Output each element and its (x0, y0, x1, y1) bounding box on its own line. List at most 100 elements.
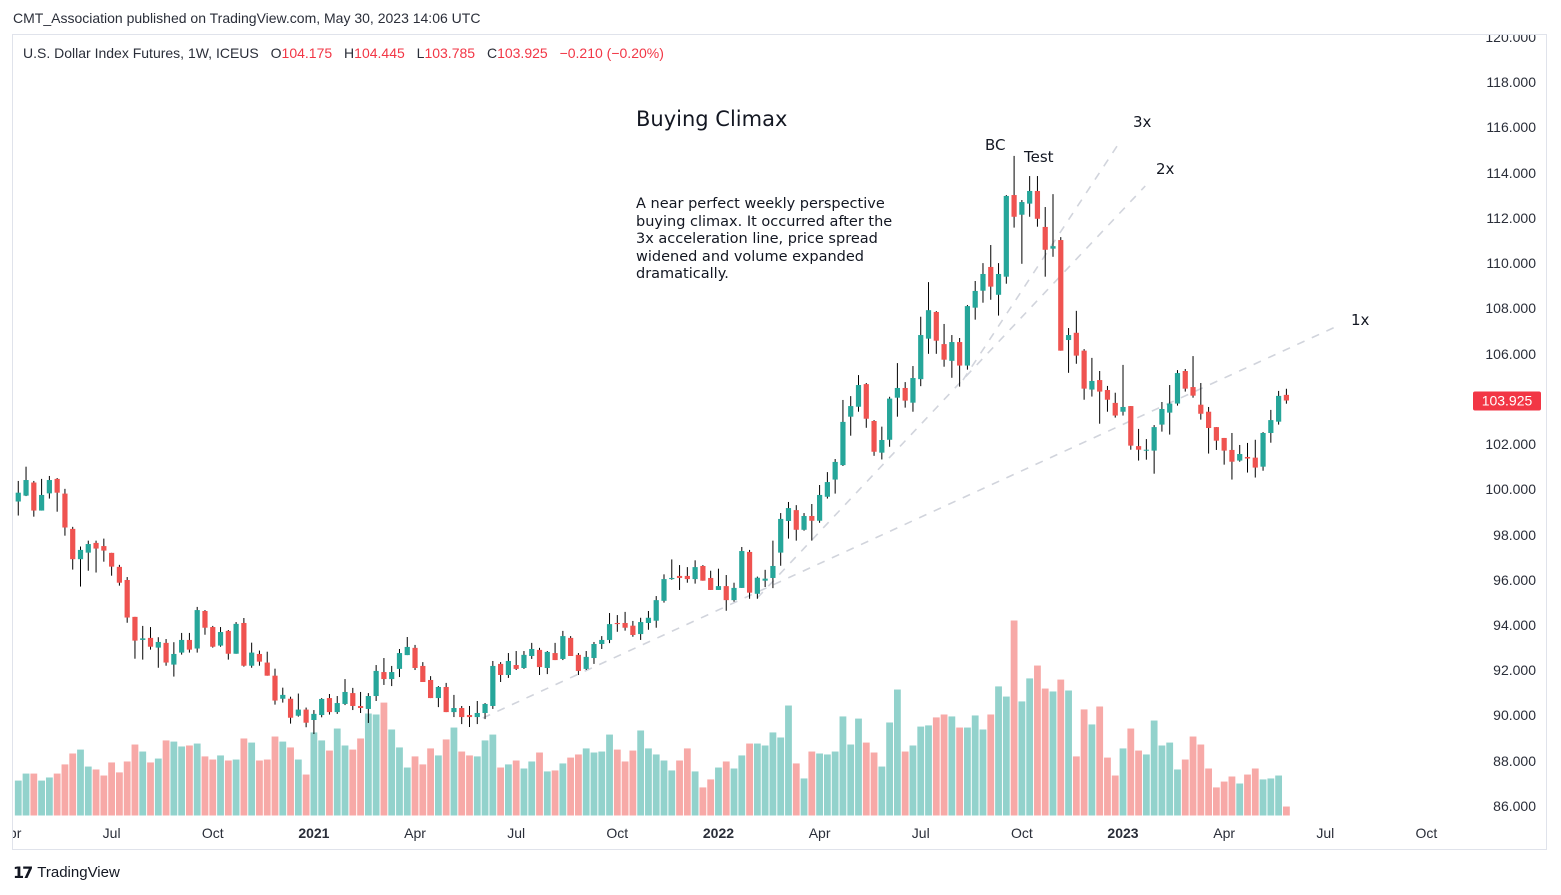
candle[interactable] (762, 569, 768, 588)
candle[interactable] (171, 642, 177, 677)
candle[interactable] (389, 665, 395, 687)
candle[interactable] (933, 311, 939, 354)
candle[interactable] (645, 610, 652, 630)
candle[interactable] (303, 707, 309, 728)
candle[interactable] (995, 263, 1002, 316)
candle[interactable] (1174, 370, 1181, 406)
candle[interactable] (754, 576, 760, 599)
candle[interactable] (54, 477, 60, 512)
candle[interactable] (816, 485, 823, 523)
candle[interactable] (311, 710, 317, 735)
candle[interactable] (1151, 425, 1157, 474)
candle[interactable] (435, 686, 441, 708)
candle[interactable] (280, 687, 286, 703)
candle[interactable] (661, 574, 667, 603)
candle[interactable] (1237, 444, 1243, 462)
candle[interactable] (272, 668, 278, 705)
candle[interactable] (1104, 385, 1111, 412)
trend-line-3x[interactable] (962, 141, 1121, 381)
candle[interactable] (770, 540, 776, 589)
candle[interactable] (46, 475, 52, 499)
candle[interactable] (840, 399, 846, 467)
candle[interactable] (264, 651, 270, 676)
label-1x[interactable]: 1x (1351, 311, 1370, 329)
price-axis[interactable]: 86.000 88.000 90.000 92.000 94.000 96.000 98.0… (1462, 35, 1547, 850)
candle[interactable] (420, 662, 426, 683)
candle[interactable] (785, 501, 792, 539)
candle[interactable] (357, 691, 364, 713)
candle[interactable] (70, 526, 76, 570)
candle[interactable] (746, 549, 753, 599)
candle[interactable] (466, 705, 473, 728)
candle[interactable] (708, 570, 714, 590)
candle[interactable] (1283, 388, 1289, 404)
candle[interactable] (1089, 357, 1095, 397)
candle[interactable] (957, 337, 963, 387)
candle[interactable] (202, 610, 208, 635)
candle[interactable] (1182, 368, 1188, 392)
candle[interactable] (739, 546, 745, 588)
candle[interactable] (342, 679, 348, 706)
candle[interactable] (147, 627, 154, 650)
candle[interactable] (1003, 195, 1009, 284)
candle[interactable] (606, 613, 613, 644)
candle[interactable] (101, 538, 107, 562)
candle[interactable] (1135, 428, 1142, 461)
candle[interactable] (972, 280, 978, 320)
candle[interactable] (653, 596, 659, 628)
candle[interactable] (544, 651, 550, 675)
candle[interactable] (1081, 349, 1087, 400)
candle[interactable] (1019, 200, 1025, 264)
candle[interactable] (1244, 442, 1251, 473)
candle[interactable] (568, 636, 574, 656)
candle[interactable] (879, 426, 885, 460)
candle[interactable] (404, 636, 410, 656)
candle[interactable] (630, 620, 636, 637)
candle[interactable] (669, 559, 675, 580)
candle[interactable] (295, 693, 301, 717)
candle[interactable] (93, 540, 99, 573)
candle[interactable] (1276, 390, 1282, 425)
candle[interactable] (210, 625, 216, 648)
candle[interactable] (941, 323, 947, 367)
candle[interactable] (1213, 427, 1219, 450)
candle[interactable] (591, 641, 597, 664)
candle[interactable] (1050, 194, 1056, 257)
trend-line-2x[interactable] (756, 185, 1146, 599)
candle[interactable] (256, 650, 263, 666)
candle[interactable] (832, 458, 838, 494)
candle[interactable] (887, 396, 893, 447)
tradingview-logo[interactable]: 17 TradingView (13, 863, 120, 882)
candle[interactable] (925, 282, 932, 354)
candle[interactable] (529, 642, 535, 659)
candle[interactable] (793, 505, 799, 541)
candle[interactable] (723, 575, 729, 611)
candle[interactable] (38, 478, 45, 511)
candle[interactable] (1143, 439, 1149, 460)
label-3x[interactable]: 3x (1133, 113, 1152, 131)
candle[interactable] (980, 263, 986, 303)
candle[interactable] (513, 651, 519, 671)
candle[interactable] (715, 568, 722, 590)
candle[interactable] (319, 698, 325, 718)
candle[interactable] (918, 316, 924, 387)
candle[interactable] (521, 651, 527, 669)
candle[interactable] (1252, 439, 1258, 478)
annotation-description[interactable]: A near perfect weekly perspective buying… (636, 196, 893, 282)
candle[interactable] (676, 565, 683, 590)
candle[interactable] (1042, 207, 1048, 277)
annotation-title[interactable]: Buying Climax (636, 107, 788, 131)
candle[interactable] (731, 582, 737, 602)
candle[interactable] (396, 648, 403, 678)
candle[interactable] (373, 665, 379, 702)
candle[interactable] (848, 396, 854, 436)
candle[interactable] (1198, 382, 1204, 420)
candle[interactable] (871, 420, 877, 456)
candle[interactable] (186, 632, 193, 653)
label-2x[interactable]: 2x (1156, 160, 1175, 178)
candle[interactable] (1011, 155, 1017, 228)
candle[interactable] (62, 488, 68, 536)
candle[interactable] (1159, 401, 1165, 432)
time-axis[interactable]: Apr Jul Oct 2021 Apr Jul Oct 2022 Apr Jul Oct 2023 A… (13, 822, 1461, 846)
